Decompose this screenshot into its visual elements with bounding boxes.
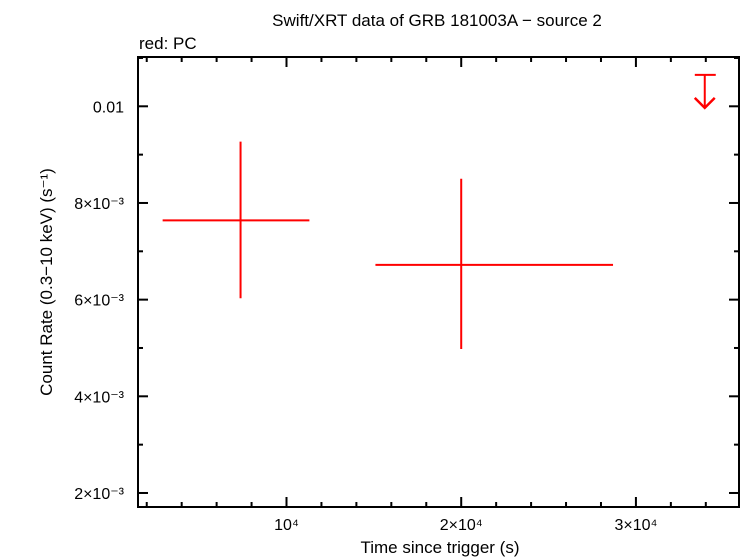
axis-ticks: 10⁴ 2×10⁴ 3×10⁴ 0.01 8×10⁻³ 6×10⁻³ 4×10⁻³ 2×10⁻… xyxy=(74,56,739,534)
y-tick-label: 4×10⁻³ xyxy=(74,389,124,406)
y-tick-label: 0.01 xyxy=(93,99,124,116)
x-axis-label: Time since trigger (s) xyxy=(360,538,519,557)
y-tick-label: 6×10⁻³ xyxy=(74,293,124,310)
data-point xyxy=(162,141,310,299)
arrow-down-icon xyxy=(693,97,716,110)
upper-limit xyxy=(693,73,716,110)
chart-title: Swift/XRT data of GRB 181003A − source 2 xyxy=(272,11,602,30)
x-tick-label: 2×10⁴ xyxy=(440,517,483,534)
y-tick-label: 2×10⁻³ xyxy=(74,486,124,503)
x-tick-label: 3×10⁴ xyxy=(614,517,657,534)
y-tick-label: 8×10⁻³ xyxy=(74,196,124,213)
x-tick-label: 10⁴ xyxy=(274,517,299,534)
data-point xyxy=(375,178,614,349)
data-marks xyxy=(162,73,716,349)
chart-subtitle: red: PC xyxy=(139,34,197,53)
plot-frame xyxy=(137,56,740,508)
y-axis-label: Count Rate (0.3−10 keV) (s⁻¹) xyxy=(37,168,56,396)
